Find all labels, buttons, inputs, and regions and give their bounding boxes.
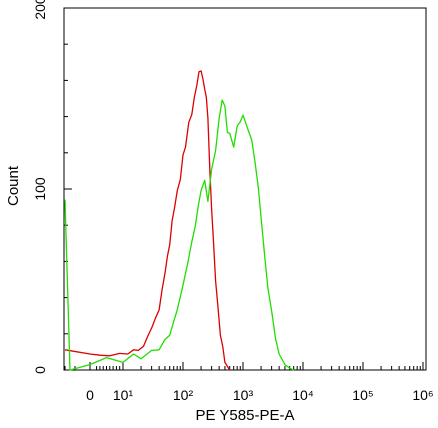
x-tick-label: 10¹ — [113, 387, 134, 403]
series-line-2 — [64, 99, 294, 371]
x-tick-label: 10³ — [233, 387, 254, 403]
x-axis-ticks: 0 10¹ 10² 10³ 10⁴ 10⁵ 10⁶ — [64, 362, 434, 403]
x-tick-label: 0 — [86, 387, 94, 403]
x-tick-label: 10⁴ — [292, 387, 314, 403]
series-line-1 — [64, 70, 231, 371]
plot-frame — [63, 7, 427, 371]
series-layer — [64, 70, 294, 371]
x-tick-label: 10² — [173, 387, 194, 403]
y-tick-label: 100 — [32, 177, 48, 201]
y-tick-label: 0 — [32, 366, 48, 374]
y-tick-label: 200 — [32, 0, 48, 20]
x-tick-label: 10⁵ — [352, 387, 373, 403]
x-tick-label: 10⁶ — [412, 387, 433, 403]
y-axis-title: Count — [5, 165, 22, 206]
y-axis-ticks: 0 100 200 — [32, 0, 72, 374]
x-axis-title: PE Y585-PE-A — [196, 407, 295, 424]
